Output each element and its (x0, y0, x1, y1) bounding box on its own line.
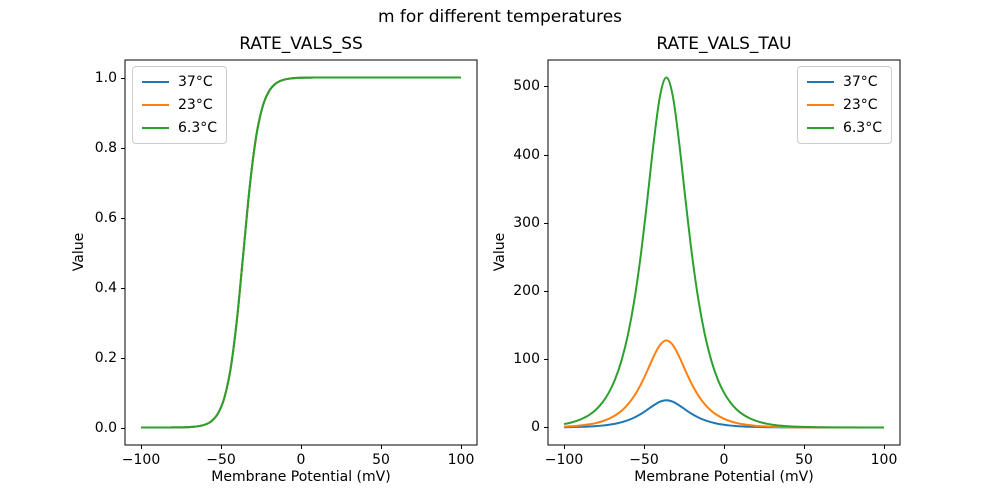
series-line-23°C (563, 339, 884, 429)
legend-entry: 37°C (806, 73, 882, 91)
legend-entry: 6.3°C (806, 119, 882, 137)
legend-label: 6.3°C (178, 120, 218, 136)
legend-label: 23°C (178, 97, 213, 113)
ss-y-axis-label: Value (71, 232, 87, 272)
legend-entry: 23°C (142, 96, 217, 114)
ss-legend: 37°C 23°C 6.3°C (132, 66, 228, 144)
series-line-6.3°C (563, 76, 884, 429)
legend-entry: 6.3°C (142, 119, 217, 137)
tau-x-axis-label: Membrane Potential (mV) (634, 469, 814, 485)
ss-x-axis-label: Membrane Potential (mV) (211, 469, 391, 485)
legend-label: 37°C (178, 74, 213, 90)
tau-plot-title: RATE_VALS_TAU (656, 34, 792, 54)
legend-label: 6.3°C (842, 120, 882, 136)
legend-line-sample-6-3c-icon (806, 126, 834, 130)
legend-line-sample-23c-icon (806, 103, 834, 107)
legend-entry: 37°C (142, 73, 217, 91)
ss-plot-title: RATE_VALS_SS (239, 34, 363, 54)
figure-title: m for different temperatures (377, 7, 623, 27)
legend-entry: 23°C (806, 96, 882, 114)
tau-legend: 37°C 23°C 6.3°C (796, 66, 892, 144)
tau-y-axis-label: Value (492, 232, 508, 272)
legend-line-sample-23c-icon (142, 103, 169, 107)
legend-label: 23°C (842, 97, 878, 113)
legend-label: 37°C (842, 74, 878, 90)
series-line-6.3°C (141, 76, 461, 429)
legend-line-sample-37c-icon (142, 80, 169, 84)
series-line-37°C (563, 399, 884, 429)
legend-line-sample-6-3c-icon (142, 126, 169, 130)
legend-line-sample-37c-icon (806, 80, 834, 84)
